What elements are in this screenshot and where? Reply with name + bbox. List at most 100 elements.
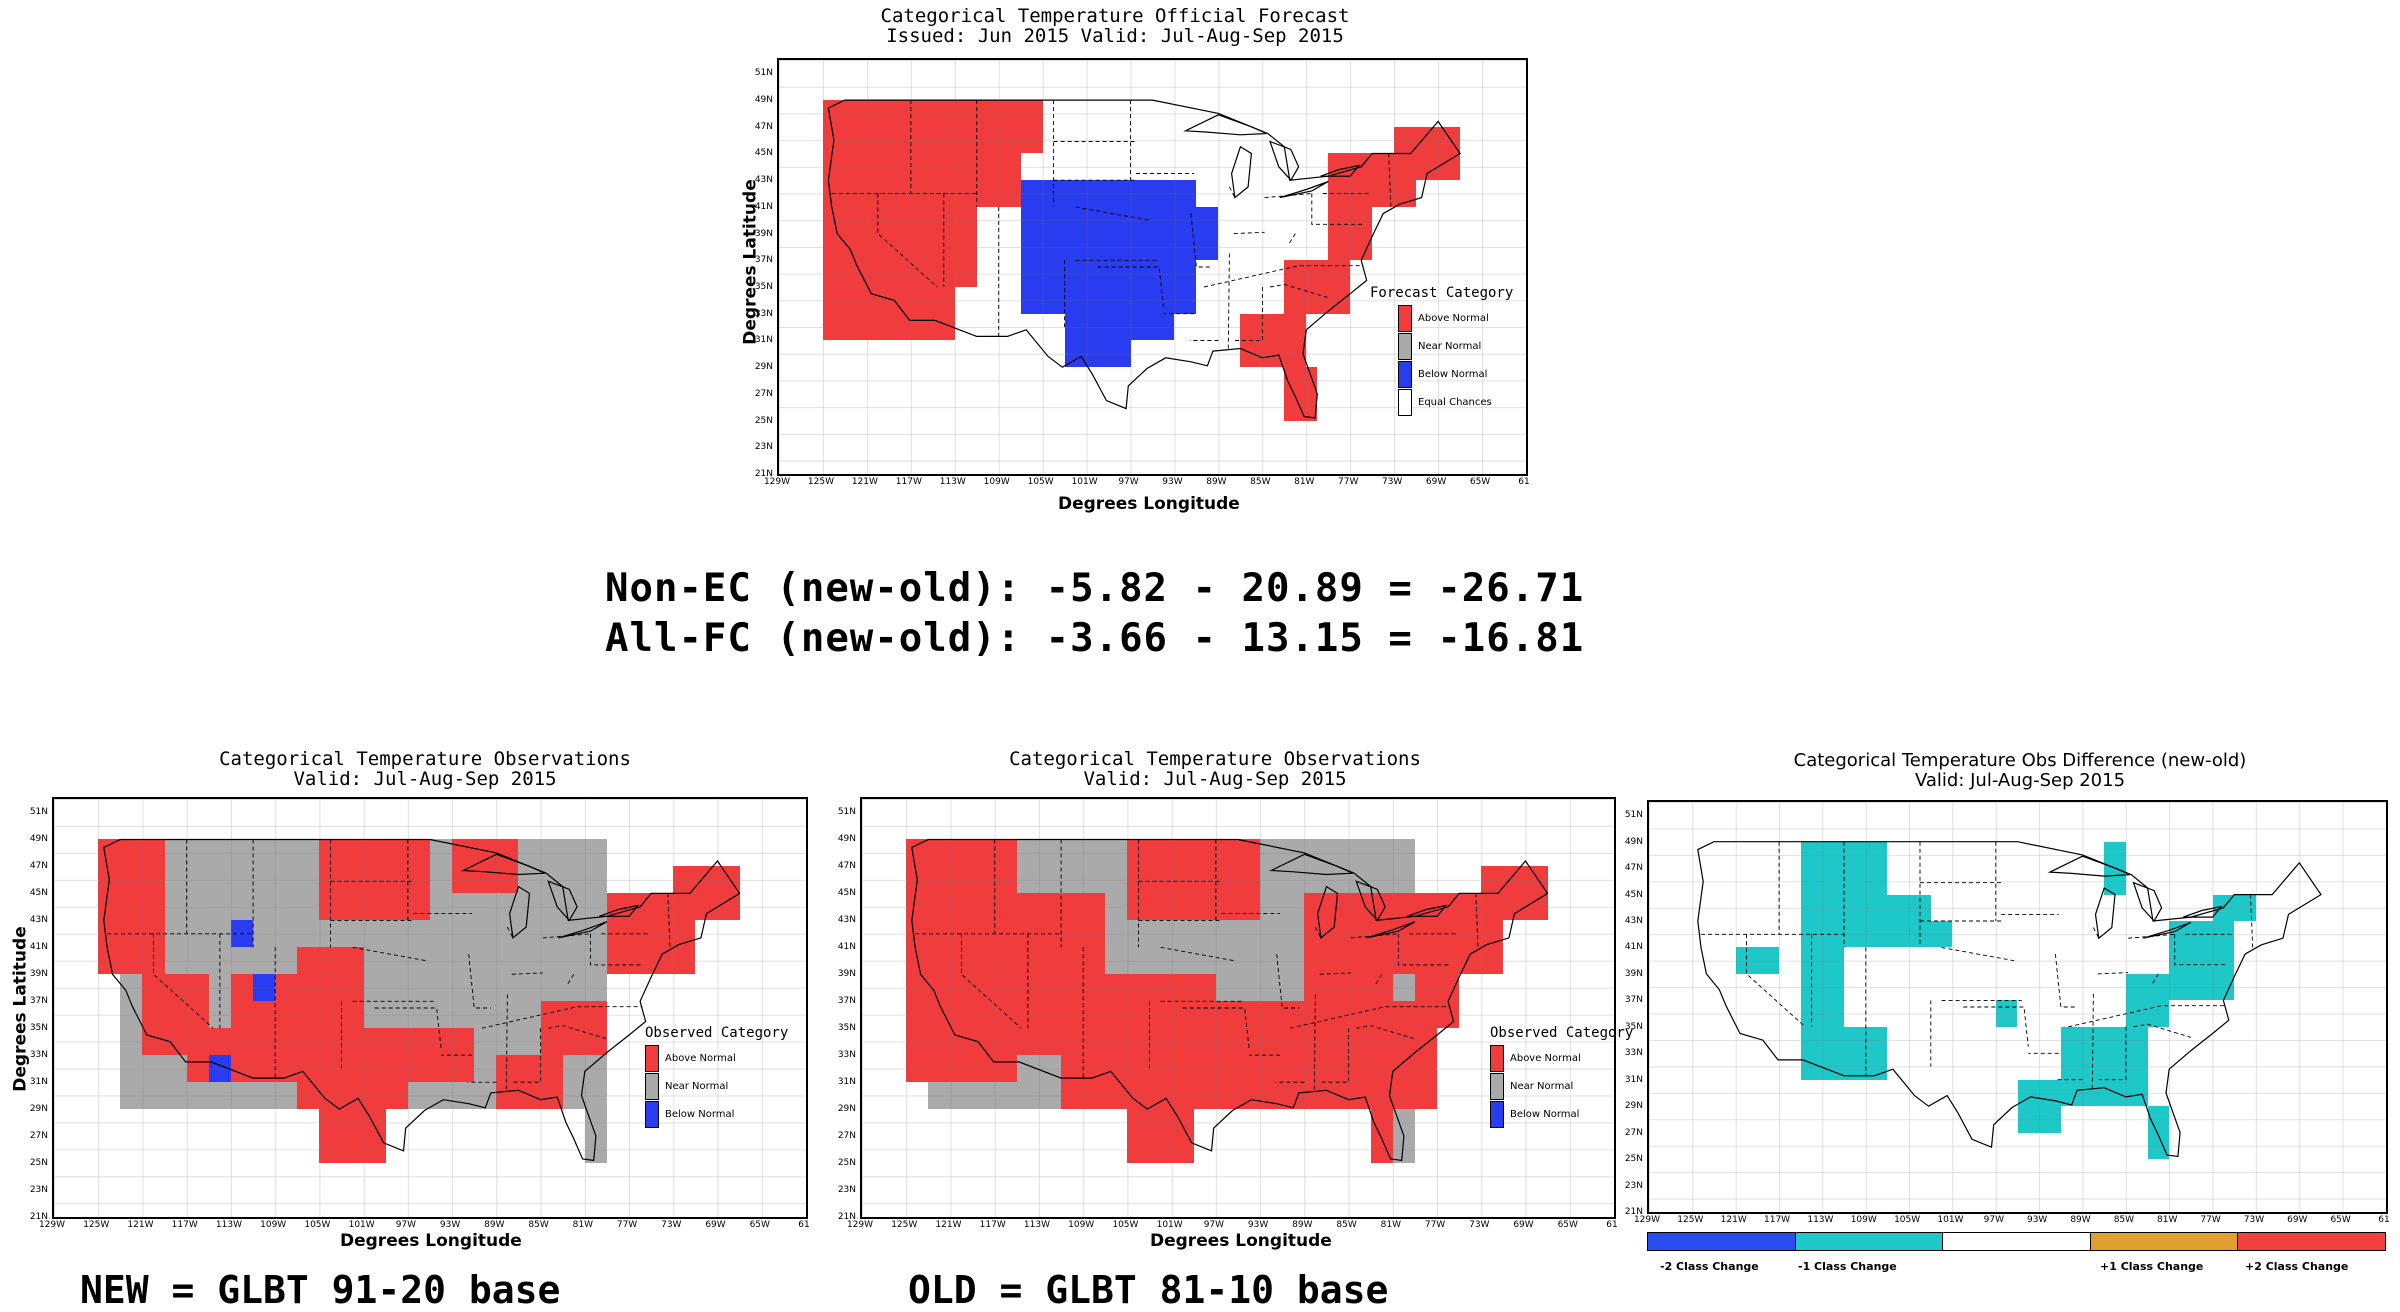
lat-tick-label: 35N: [29, 1023, 48, 1034]
lon-tick-label: 113W: [939, 477, 966, 487]
lat-tick-label: 33N: [1624, 1048, 1643, 1059]
above-region: [319, 839, 430, 921]
us-outline: [1697, 841, 2322, 1158]
state-line: [153, 933, 214, 1029]
minus1-region: [2060, 1026, 2148, 1107]
legend-swatch: [1490, 1073, 1504, 1100]
below-region: [1064, 313, 1131, 368]
lon-tick-label: 101W: [1937, 1215, 1964, 1225]
lon-tick-label: 109W: [983, 477, 1010, 487]
diff-title: Categorical Temperature Obs Difference (…: [1793, 750, 2247, 771]
lon-tick-label: 77W: [616, 1220, 638, 1230]
lat-tick-label: 39N: [29, 969, 48, 980]
lon-tick-label: 101W: [348, 1220, 375, 1230]
lat-tick-label: 49N: [29, 834, 48, 845]
lat-tick-label: 51N: [1624, 810, 1643, 821]
colorbar-minus1: [1795, 1233, 1944, 1250]
lon-tick-label: 117W: [895, 477, 922, 487]
lon-tick-label: 129W: [38, 1220, 66, 1230]
great-lake: [547, 880, 578, 922]
diff-map[interactable]: [1647, 800, 2388, 1214]
stat-non-ec: Non-EC (new-old): -5.82 - 20.89 = -26.71: [605, 566, 1585, 611]
state-line: [505, 994, 508, 1091]
state-line: [1319, 972, 1351, 975]
lat-tick-label: 43N: [754, 175, 773, 186]
lat-tick-label: 23N: [837, 1185, 856, 1196]
lon-tick-label: 129W: [846, 1220, 874, 1230]
state-line: [1289, 1006, 1451, 1029]
lat-tick-label: 49N: [1624, 836, 1643, 847]
lat-tick-label: 49N: [754, 95, 773, 106]
lat-tick-label: 21N: [1624, 1207, 1643, 1217]
legend-label: Above Normal: [1418, 313, 1489, 324]
legend-item: Near Normal: [1490, 1073, 1633, 1101]
lon-tick-label: 89W: [484, 1220, 505, 1230]
lon-tick-label: 65W: [1557, 1220, 1578, 1230]
state-line: [2097, 972, 2129, 975]
lat-tick-label: 51N: [754, 68, 773, 79]
colorbar-plus2: [2238, 1233, 2385, 1250]
legend-swatch: [1398, 361, 1412, 388]
lon-tick-label: 97W: [1118, 477, 1139, 487]
legend-label: Below Normal: [1418, 369, 1488, 380]
lon-tick-label: 85W: [1336, 1220, 1357, 1230]
lat-tick-label: 29N: [29, 1104, 48, 1115]
lon-tick-label: 129W: [763, 477, 791, 487]
above-region: [297, 1028, 408, 1110]
legend-swatch: [645, 1101, 659, 1128]
above-region: [1284, 367, 1318, 421]
minus1-region: [1735, 947, 1780, 974]
below-region: [1130, 313, 1175, 341]
state-line: [1228, 186, 1236, 198]
lat-tick-label: 37N: [1624, 995, 1643, 1006]
obs-new-map[interactable]: [52, 797, 808, 1219]
state-line: [2091, 993, 2094, 1088]
above-region: [452, 839, 519, 894]
colorbar-plus1: [2090, 1233, 2239, 1250]
lat-tick-label: 25N: [837, 1158, 856, 1169]
obs-old-panel: Categorical Temperature Observations Val…: [810, 745, 1633, 1305]
lat-lon-grid: [862, 799, 1614, 1217]
forecast-subtitle: Issued: Jun 2015 Valid: Jul-Aug-Sep 2015: [886, 25, 1344, 47]
great-lake: [2094, 887, 2116, 940]
lon-tick-label: 121W: [1720, 1215, 1747, 1225]
legend-item: Equal Chances: [1398, 389, 1513, 417]
great-lake: [1269, 140, 1300, 182]
lat-tick-label: 41N: [837, 942, 856, 953]
above-region: [297, 947, 364, 1029]
state-line: [1963, 1006, 2029, 1047]
above-region: [1127, 839, 1261, 921]
lat-tick-label: 41N: [29, 942, 48, 953]
lon-tick-label: 65W: [749, 1220, 770, 1230]
lat-tick-label: 39N: [837, 969, 856, 980]
lat-tick-label: 33N: [754, 308, 773, 319]
state-line: [1397, 933, 1452, 966]
lat-lon-grid: [1649, 802, 2386, 1212]
above-region: [910, 287, 955, 341]
minus1-region: [1909, 921, 1953, 948]
category-cells: [779, 60, 1526, 474]
lon-tick-label: 81W: [1380, 1220, 1401, 1230]
lat-tick-label: 35N: [1624, 1021, 1643, 1032]
lon-tick-label: 113W: [1023, 1220, 1050, 1230]
lon-tick-label: 65W: [2330, 1215, 2351, 1225]
lat-tick-label: 49N: [837, 834, 856, 845]
lat-tick-label: 37N: [837, 996, 856, 1007]
lon-tick-label: 97W: [1983, 1215, 2004, 1225]
legend-swatch: [1490, 1101, 1504, 1128]
lat-tick-label: 25N: [1624, 1154, 1643, 1165]
great-lake: [1230, 145, 1253, 199]
lat-tick-label: 21N: [29, 1212, 48, 1222]
state-line: [1356, 1025, 1416, 1040]
lon-tick-label: 81W: [2157, 1215, 2178, 1225]
obs-new-legend: Observed Category Above Normal Near Normal…: [645, 1025, 788, 1129]
obs-old-map[interactable]: [860, 797, 1616, 1219]
lon-tick-label: 85W: [1250, 477, 1271, 487]
great-lake: [508, 885, 531, 940]
colorbar-minus2: [1648, 1233, 1796, 1250]
old-base-note: OLD = GLBT 81-10 base: [908, 1268, 1389, 1312]
lon-tick-label: 129W: [1633, 1215, 1661, 1225]
lat-tick-label: 25N: [29, 1158, 48, 1169]
lat-tick-label: 23N: [1624, 1180, 1643, 1191]
legend-item: Near Normal: [645, 1073, 788, 1101]
